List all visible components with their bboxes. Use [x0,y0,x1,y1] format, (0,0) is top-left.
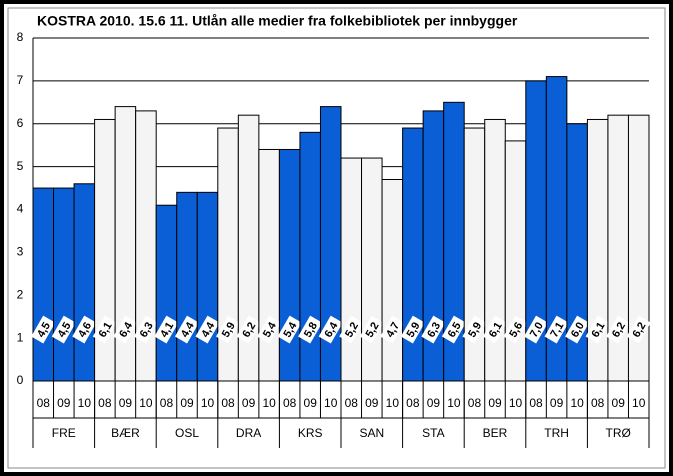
value-label-box [298,315,323,344]
x-tick-label: 09 [304,396,318,410]
value-label-box [359,315,384,344]
group-label: OSL [175,426,199,440]
x-tick-label: 09 [180,396,194,410]
bar [361,157,383,382]
x-tick-label: 08 [160,396,174,410]
x-tick-label: 09 [427,396,441,410]
x-tick-label: 08 [221,396,235,410]
value-label-box [380,315,405,344]
value-label-box [257,315,282,344]
value-label-box [565,315,590,344]
group-label: DRA [236,426,261,440]
value-label-box [277,315,302,344]
chart-title: KOSTRA 2010. 15.6 11. Utlån alle medier … [37,13,518,29]
group-label: FRE [52,426,76,440]
x-tick-label: 09 [57,396,71,410]
x-tick-label: 08 [591,396,605,410]
x-tick-label: 09 [365,396,379,410]
x-tick-label: 10 [139,396,153,410]
value-label-box [113,315,138,344]
value-label-box [31,315,56,344]
group-label: STA [422,426,444,440]
y-tick-label: 2 [17,287,24,301]
value-label-box [236,315,261,344]
x-tick-label: 09 [488,396,502,410]
value-label-box [318,315,343,344]
x-tick-label: 09 [612,396,626,410]
x-tick-label: 08 [468,396,482,410]
value-label-box [51,315,76,344]
group-label: BER [483,426,508,440]
x-tick-label: 10 [570,396,584,410]
group-label: SAN [359,426,384,440]
x-tick-label: 10 [78,396,92,410]
bar [299,131,321,382]
value-label-box [400,315,425,344]
x-tick-label: 08 [345,396,359,410]
y-tick-label: 1 [17,330,24,344]
x-tick-label: 09 [550,396,564,410]
x-tick-label: 10 [509,396,523,410]
x-tick-label: 10 [632,396,646,410]
bar [32,187,55,382]
x-tick-label: 10 [201,396,215,410]
value-label-box [626,315,651,344]
value-label-box [503,315,528,344]
x-tick-label: 08 [98,396,112,410]
value-label-box [154,315,179,344]
y-tick-label: 8 [17,30,24,44]
y-tick-label: 6 [17,116,24,130]
value-label-box [72,315,97,344]
bar [155,204,178,382]
value-label-box [482,315,508,344]
inner-frame [7,7,666,469]
value-label-box [339,315,364,344]
value-label-box [544,315,569,344]
value-label-box [524,315,549,344]
x-tick-label: 09 [119,396,133,410]
bar [73,183,96,382]
value-label-box [133,315,158,344]
y-tick-label: 0 [17,373,24,387]
bar [196,191,219,382]
y-tick-label: 7 [17,73,24,87]
x-tick-label: 08 [37,396,51,410]
bar [504,140,527,382]
bar [627,114,650,382]
x-tick-label: 10 [324,396,338,410]
bar [258,148,280,382]
y-tick-label: 4 [17,202,24,216]
value-label-box [195,315,220,344]
group-label: TRH [544,426,569,440]
value-label-box [606,315,631,344]
bar [340,157,363,382]
value-label-box [216,315,241,344]
value-label-box [462,315,487,344]
x-tick-label: 08 [406,396,420,410]
value-label-box [585,315,610,344]
value-label-box [92,315,117,344]
x-tick-label: 10 [386,396,400,410]
y-tick-label: 5 [17,159,24,173]
value-label-box [421,315,446,344]
group-label: TRØ [606,426,631,440]
x-tick-label: 08 [283,396,297,410]
y-tick-label: 3 [17,245,24,259]
group-label: KRS [298,426,323,440]
x-tick-label: 10 [447,396,461,410]
value-label-box [174,315,200,344]
group-label: BÆR [111,426,140,440]
bar [53,187,75,382]
x-tick-label: 09 [242,396,256,410]
x-tick-label: 08 [529,396,543,410]
bar [176,191,198,382]
bar [278,148,301,382]
bar [381,178,404,382]
value-label-box [441,315,466,344]
x-tick-label: 10 [262,396,276,410]
